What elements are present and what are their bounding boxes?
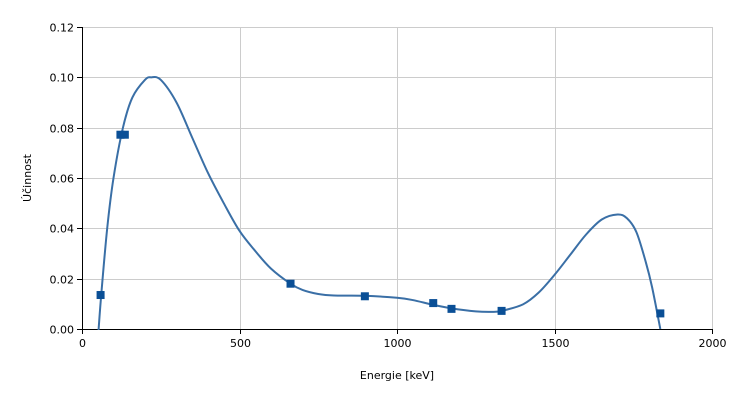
data-point: [656, 309, 665, 318]
data-point: [429, 299, 438, 308]
x-tick-label: 1000: [384, 337, 412, 350]
fit-curve: [97, 76, 662, 330]
data-point: [96, 291, 105, 300]
fit-curve-layer: [97, 76, 662, 330]
y-axis-title: Účinnost: [21, 153, 34, 202]
x-tick-label: 0: [79, 337, 86, 350]
data-point: [116, 130, 125, 139]
data-point: [360, 292, 369, 301]
data-point: [286, 279, 295, 288]
x-tick-label: 2000: [699, 337, 727, 350]
x-tick-label: 1500: [542, 337, 570, 350]
y-tick-label: 0.04: [50, 223, 75, 236]
y-tick-label: 0.12: [50, 22, 75, 35]
x-tick-label: 500: [230, 337, 251, 350]
y-tick-label: 0.08: [50, 123, 75, 136]
y-tick-label: 0.10: [50, 72, 75, 85]
y-tick-label: 0.00: [50, 324, 75, 337]
data-point: [447, 304, 456, 313]
data-point: [120, 130, 129, 139]
x-axis-title: Energie [keV]: [360, 369, 434, 382]
y-tick-label: 0.06: [50, 173, 75, 186]
data-point: [497, 306, 506, 315]
data-points-layer: [96, 130, 665, 318]
axes: [77, 27, 713, 334]
y-tick-label: 0.02: [50, 274, 75, 287]
grid: [82, 27, 713, 329]
tick-labels: 0.00 0.02 0.04 0.06 0.08 0.10 0.12 0 500 1000 1500…: [50, 22, 727, 351]
